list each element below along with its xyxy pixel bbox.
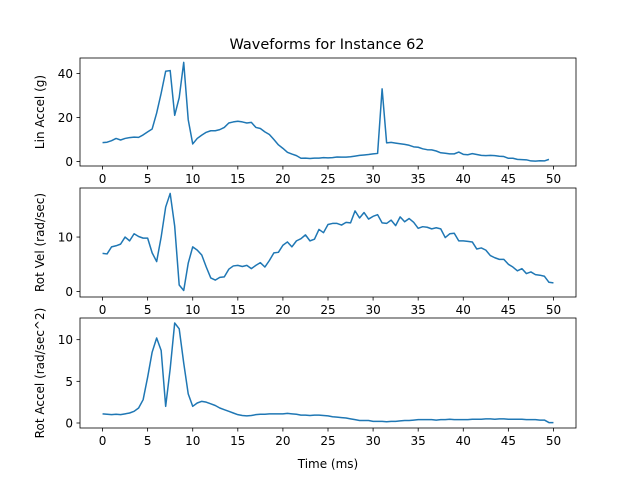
x-tick-label: 30 [365,172,380,186]
x-tick-label: 10 [185,172,200,186]
series-line-1 [102,322,554,424]
subplot-1: 0 5 10 15 20 25 30 35 40 45 50 0 20 40 Lin Accel (g) [33,57,577,186]
x-tick-label: 20 [275,172,290,186]
x-tick-label: 5 [144,172,152,186]
subplot-3: 0 5 10 15 20 25 30 35 40 45 50 0 5 10 Rot Accel (rad/s… [33,308,577,471]
x-tick-label: 20 [275,434,290,448]
y-tick-label: 0 [65,285,73,299]
x-tick-label: 40 [456,303,471,317]
x-tick-label: 15 [230,303,245,317]
x-tick-label: 35 [411,434,426,448]
series-line-1 [102,192,554,292]
y-tick-label: 40 [58,67,73,81]
x-tick-label: 10 [185,434,200,448]
x-tick-label: 50 [546,434,561,448]
x-tick-label: 45 [501,172,516,186]
y-tick-label: 0 [65,155,73,169]
x-tick-label: 35 [411,303,426,317]
figure-title: Waveforms for Instance 62 [229,37,424,53]
x-axis-label: Time (ms) [297,457,359,471]
x-tick-label: 45 [501,434,516,448]
x-tick-label: 40 [456,172,471,186]
subplot-2: 0 5 10 15 20 25 30 35 40 45 50 0 10 Rot Vel (rad/sec) [33,187,577,317]
x-tick-label: 10 [185,303,200,317]
x-tick-label: 0 [99,303,107,317]
x-tick-label: 5 [144,303,152,317]
y-tick-label: 10 [58,333,73,347]
x-tick-label: 5 [144,434,152,448]
x-tick-label: 40 [456,434,471,448]
y-tick-label: 5 [65,375,73,389]
x-tick-label: 25 [320,303,335,317]
x-tick-label: 25 [320,434,335,448]
x-tick-label: 20 [275,303,290,317]
y-tick-label: 20 [58,111,73,125]
y-tick-label: 0 [65,417,73,431]
x-tick-label: 0 [99,172,107,186]
x-tick-label: 0 [99,434,107,448]
x-tick-label: 45 [501,303,516,317]
x-tick-label: 35 [411,172,426,186]
y-axis-label: Rot Accel (rad/sec^2) [33,308,47,439]
x-tick-label: 15 [230,434,245,448]
x-tick-label: 50 [546,172,561,186]
x-tick-label: 25 [320,172,335,186]
y-tick-label: 10 [58,231,73,245]
y-axis-label: Lin Accel (g) [33,75,47,149]
series-line-1 [102,61,550,162]
x-tick-label: 50 [546,303,561,317]
x-tick-label: 30 [365,303,380,317]
y-axis-label: Rot Vel (rad/sec) [33,193,47,292]
x-tick-label: 15 [230,172,245,186]
x-tick-label: 30 [365,434,380,448]
